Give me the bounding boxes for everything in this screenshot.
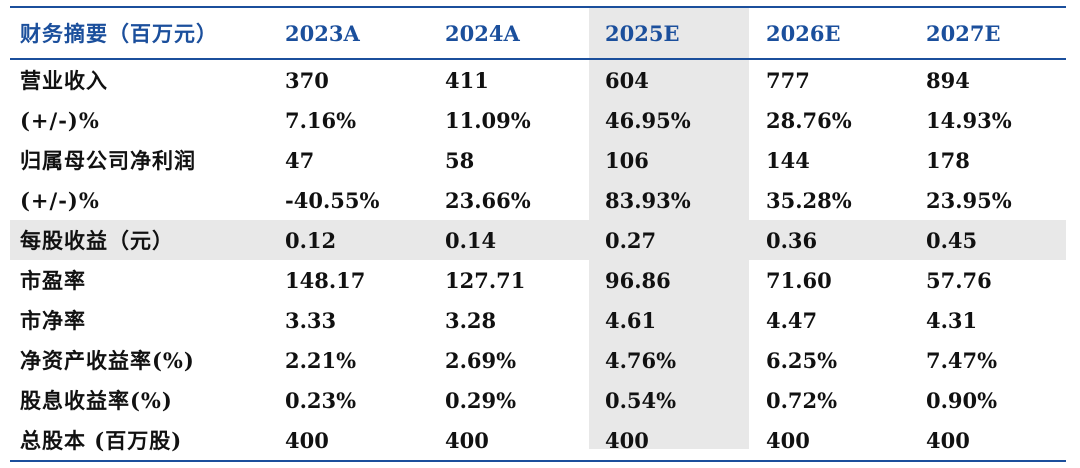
cell-2025e: 83.93% <box>605 187 691 213</box>
table-row: 市盈率 148.17 127.71 96.86 71.60 57.76 <box>10 260 1066 300</box>
cell-2025e: 400 <box>605 427 649 453</box>
cell-2026e: 6.25% <box>766 347 838 373</box>
cell-2025e: 0.27 <box>605 220 766 260</box>
cell-2027e: 23.95% <box>926 187 1012 213</box>
cell-2024a: 23.66% <box>445 187 531 213</box>
cell-2023a: 0.23% <box>285 387 357 413</box>
row-label: (+/-)% <box>20 107 100 133</box>
cell-2024a: 2.69% <box>445 347 517 373</box>
cell-2025e: 96.86 <box>605 267 671 293</box>
cell-2026e: 71.60 <box>766 267 832 293</box>
cell-2026e: 35.28% <box>766 187 852 213</box>
cell-2027e: 400 <box>926 427 970 453</box>
table-row: 总股本 (百万股) 400 400 400 400 400 <box>10 420 1066 461</box>
row-label: 归属母公司净利润 <box>20 148 196 173</box>
row-label: 每股收益（元） <box>10 220 285 260</box>
cell-2026e: 400 <box>766 427 810 453</box>
cell-2024a: 0.14 <box>445 220 605 260</box>
row-label: 市净率 <box>20 308 86 333</box>
cell-2023a: 3.33 <box>285 307 337 333</box>
table-row: 净资产收益率(%) 2.21% 2.69% 4.76% 6.25% 7.47% <box>10 340 1066 380</box>
cell-2025e: 4.61 <box>605 307 657 333</box>
cell-2025e: 0.54% <box>605 387 677 413</box>
cell-2023a: 148.17 <box>285 267 366 293</box>
cell-2025e: 46.95% <box>605 107 691 133</box>
cell-2026e: 0.36 <box>766 220 926 260</box>
header-label: 财务摘要（百万元） <box>20 21 218 46</box>
cell-2023a: 47 <box>285 147 315 173</box>
cell-2025e: 106 <box>605 147 649 173</box>
cell-2024a: 400 <box>445 427 489 453</box>
cell-2023a: 400 <box>285 427 329 453</box>
cell-2025e: 4.76% <box>605 347 677 373</box>
table-top-rule <box>10 6 1066 8</box>
cell-2027e: 7.47% <box>926 347 998 373</box>
cell-2024a: 58 <box>445 147 475 173</box>
row-label: 市盈率 <box>20 268 86 293</box>
table-row: 市净率 3.33 3.28 4.61 4.47 4.31 <box>10 300 1066 340</box>
row-label: 总股本 (百万股) <box>20 428 183 453</box>
cell-2027e: 57.76 <box>926 267 992 293</box>
row-label: 净资产收益率(%) <box>20 348 195 373</box>
cell-2024a: 0.29% <box>445 387 517 413</box>
cell-2024a: 3.28 <box>445 307 497 333</box>
table-row: 归属母公司净利润 47 58 106 144 178 <box>10 140 1066 180</box>
header-2026e: 2026E <box>766 20 841 46</box>
cell-2027e: 178 <box>926 147 970 173</box>
cell-2026e: 28.76% <box>766 107 852 133</box>
header-2024a: 2024A <box>445 20 520 46</box>
cell-2023a: 2.21% <box>285 347 357 373</box>
financial-summary-table: 财务摘要（百万元） 2023A 2024A 2025E 2026E 2027E … <box>10 8 1066 462</box>
cell-2023a: 7.16% <box>285 107 357 133</box>
cell-2025e: 604 <box>605 67 649 93</box>
cell-2026e: 144 <box>766 147 810 173</box>
header-2025e: 2025E <box>605 20 680 46</box>
row-label: (+/-)% <box>20 187 100 213</box>
cell-2027e: 4.31 <box>926 307 978 333</box>
row-label: 股息收益率(%) <box>20 388 173 413</box>
cell-2026e: 4.47 <box>766 307 818 333</box>
cell-2024a: 127.71 <box>445 267 526 293</box>
cell-2023a: 370 <box>285 67 329 93</box>
cell-2023a: -40.55% <box>285 187 380 213</box>
table-row-highlighted: 每股收益（元） 0.12 0.14 0.27 0.36 0.45 <box>10 220 1066 260</box>
header-row: 财务摘要（百万元） 2023A 2024A 2025E 2026E 2027E <box>10 8 1066 59</box>
cell-2024a: 411 <box>445 67 489 93</box>
header-2027e: 2027E <box>926 20 1001 46</box>
cell-2027e: 0.90% <box>926 387 998 413</box>
table-row: (+/-)% -40.55% 23.66% 83.93% 35.28% 23.9… <box>10 180 1066 220</box>
cell-2024a: 11.09% <box>445 107 531 133</box>
table-row: 股息收益率(%) 0.23% 0.29% 0.54% 0.72% 0.90% <box>10 380 1066 420</box>
table-row: (+/-)% 7.16% 11.09% 46.95% 28.76% 14.93% <box>10 100 1066 140</box>
cell-2023a: 0.12 <box>285 220 445 260</box>
cell-2027e: 0.45 <box>926 220 1066 260</box>
cell-2026e: 777 <box>766 67 810 93</box>
cell-2027e: 14.93% <box>926 107 1012 133</box>
table-row: 营业收入 370 411 604 777 894 <box>10 59 1066 100</box>
row-label: 营业收入 <box>20 68 108 93</box>
cell-2027e: 894 <box>926 67 970 93</box>
cell-2026e: 0.72% <box>766 387 838 413</box>
header-2023a: 2023A <box>285 20 360 46</box>
